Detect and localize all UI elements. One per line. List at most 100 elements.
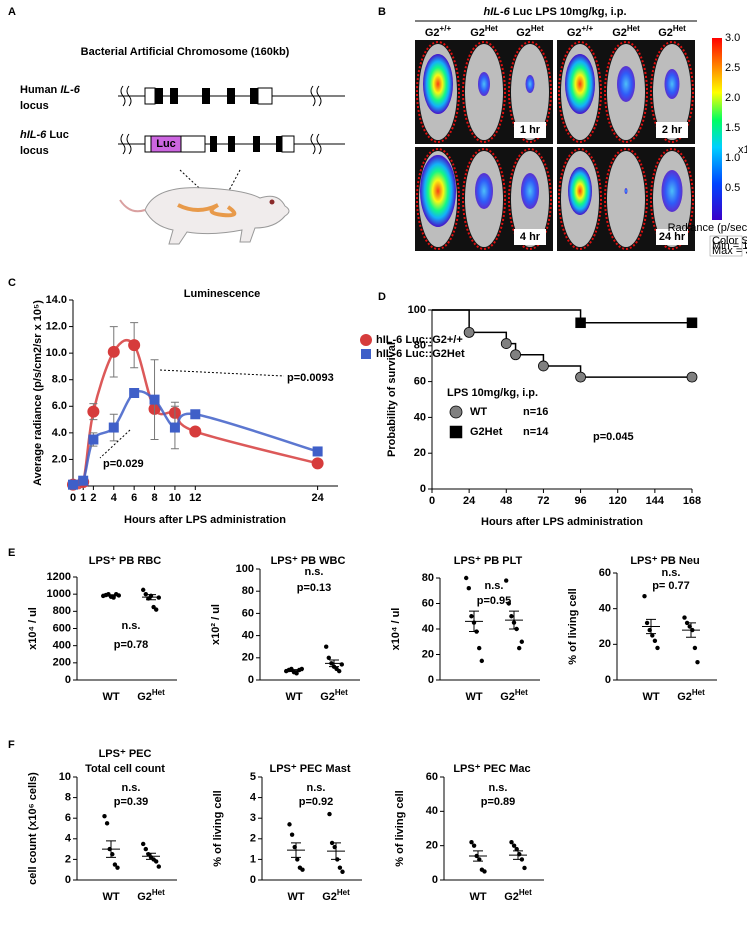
y-axis-label: % of living cell <box>394 790 406 866</box>
label-sup: +/+ <box>440 24 452 33</box>
legend-marker <box>449 405 463 419</box>
annotation: p=0.045 <box>593 431 634 443</box>
chart-title: Luminescence <box>184 288 260 300</box>
annotation: n.s. <box>307 782 326 794</box>
y-tick-label: 60 <box>242 607 254 619</box>
y-tick-label: 20 <box>426 840 438 852</box>
colorbar-tick: 1.0 <box>725 152 740 164</box>
guide-line <box>224 169 241 199</box>
luc-locus-label: hIL-6 Luc <box>20 129 69 141</box>
time-bg <box>514 122 546 138</box>
y-tick-label: 6.0 <box>52 400 67 412</box>
x-tick-label: 24 <box>463 495 476 507</box>
exon <box>250 88 258 104</box>
colorbar-tick: 3.0 <box>725 32 740 44</box>
x-tick-label: 72 <box>537 495 549 507</box>
time-label: 2 hr <box>662 124 683 136</box>
marker <box>78 475 89 486</box>
y-tick-label: 20 <box>422 648 434 660</box>
x-tick-label: 4 <box>111 492 118 504</box>
outline <box>604 148 648 250</box>
survival-line <box>432 309 692 324</box>
data-point <box>695 659 700 665</box>
exon <box>253 136 260 152</box>
legend-label: WT <box>470 406 487 418</box>
annotation: n.s. <box>122 782 141 794</box>
outline <box>558 41 602 143</box>
label-base: G2 <box>658 27 673 39</box>
sem-bar <box>106 594 116 597</box>
y-tick-label: 12.0 <box>46 320 67 332</box>
y-tick-label: 1000 <box>47 588 71 600</box>
y-tick-label: 20 <box>242 652 254 664</box>
legend-marker <box>361 349 371 359</box>
outline <box>508 148 552 250</box>
exon <box>170 88 178 104</box>
data-point <box>154 607 159 612</box>
label-part: Luc <box>46 129 69 141</box>
annotation: p=0.39 <box>114 796 149 808</box>
y-tick-label: 2 <box>250 833 256 845</box>
chart-title: LPS⁺ PB PLT <box>454 555 523 567</box>
y-tick-label: 2 <box>65 853 71 865</box>
label-base: G2 <box>567 27 582 39</box>
data-point <box>327 811 332 817</box>
outline <box>462 148 506 250</box>
data-point <box>466 586 471 591</box>
y-tick-label: 40 <box>242 630 254 642</box>
data-point <box>642 593 647 599</box>
outline <box>508 41 552 143</box>
time-bg <box>656 229 688 245</box>
y-tick-label: 0 <box>420 483 426 495</box>
y-tick-label: 1 <box>250 853 256 865</box>
y-tick-label: 100 <box>236 563 254 575</box>
marker <box>312 446 323 457</box>
annotation: p= 0.77 <box>652 580 690 592</box>
label-base: G2 <box>504 891 519 903</box>
signal <box>521 173 539 209</box>
bac-title: Bacterial Artificial Chromosome (160kb) <box>81 46 290 58</box>
colorbar <box>712 38 722 220</box>
panel-label: D <box>378 291 386 303</box>
y-tick-label: 3 <box>250 812 256 824</box>
annotation: n.s. <box>122 620 141 632</box>
marker <box>129 388 140 398</box>
marker <box>686 371 698 383</box>
y-tick-label: 0 <box>250 874 256 886</box>
colorbar-unit: x10⁸ <box>738 144 747 156</box>
data-point <box>143 846 148 852</box>
y-tick-label: 10 <box>59 771 71 783</box>
y-tick-label: 1200 <box>47 571 71 583</box>
chart-title: LPS⁺ PB RBC <box>89 555 161 567</box>
signal <box>475 173 493 209</box>
colorbar-tick: 2.5 <box>725 62 740 74</box>
chart-title: LPS⁺ PB WBC <box>271 555 346 567</box>
label-base: G2 <box>612 27 627 39</box>
annotation: n.s. <box>489 782 508 794</box>
y-tick-label: 400 <box>53 640 71 652</box>
y-tick-label: 4 <box>250 792 257 804</box>
x-tick-label: 10 <box>169 492 181 504</box>
exon <box>257 87 273 105</box>
y-tick-label: 6 <box>65 812 71 824</box>
y-tick-label: 80 <box>414 340 426 352</box>
panel-label: B <box>378 6 386 18</box>
survival-line <box>432 309 692 378</box>
y-axis-label: Average radiance (p/s/cm2/sr x 10⁵) <box>32 300 44 486</box>
y-tick-label: 0 <box>432 874 438 886</box>
x-tick-label: 48 <box>500 495 512 507</box>
sem-bar <box>289 669 299 672</box>
time-bg <box>514 229 546 245</box>
panel-b-title: hIL-6 Luc LPS 10mg/kg, i.p. <box>483 6 626 18</box>
data-point <box>514 846 519 852</box>
data-point <box>682 615 687 620</box>
colorbar-label: Radiance (p/sec/cm²/sr) <box>668 222 747 234</box>
data-point <box>479 658 484 664</box>
x-tick-label: 6 <box>131 492 137 504</box>
outline <box>650 148 694 250</box>
y-tick-label: 4.0 <box>52 427 67 439</box>
label-sup: Het <box>152 688 165 697</box>
signal <box>664 69 680 99</box>
label-part: Human <box>20 84 60 96</box>
signal <box>420 155 456 227</box>
